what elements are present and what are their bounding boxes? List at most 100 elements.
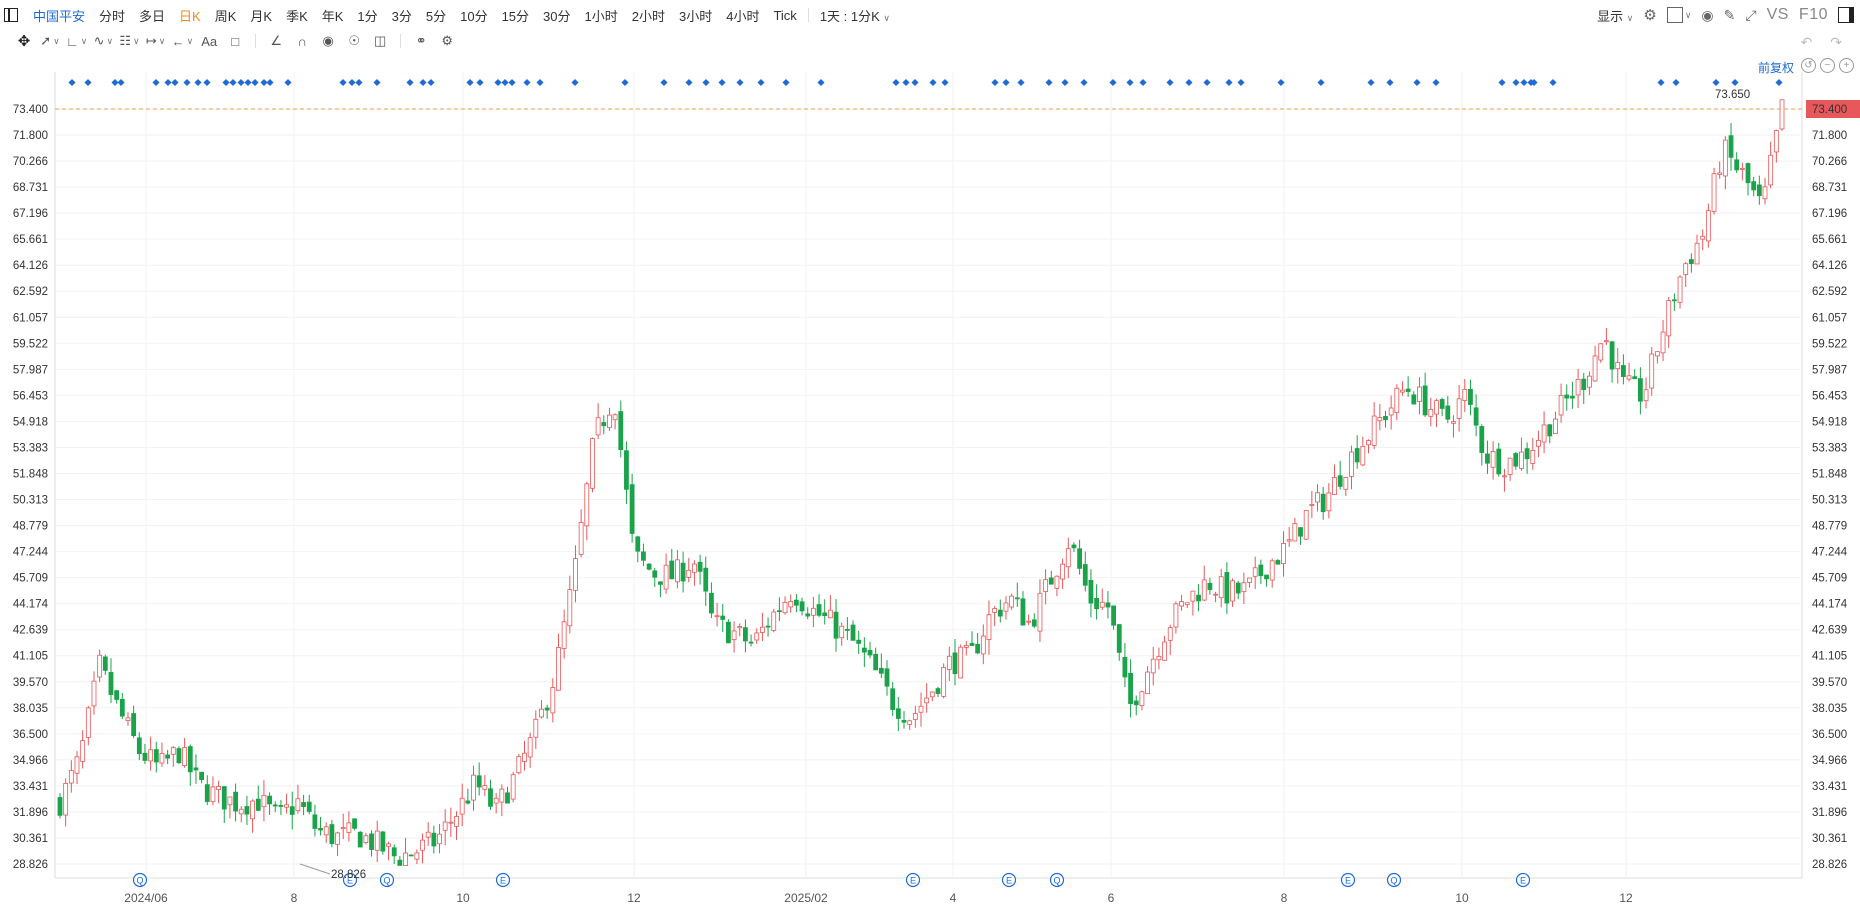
tab-timeframe[interactable]: 5分 xyxy=(425,8,447,24)
signal-diamond xyxy=(1225,78,1233,87)
tab-timeframe[interactable]: 2小时 xyxy=(631,8,665,24)
signal-diamond xyxy=(183,78,191,87)
candle-body xyxy=(431,832,437,847)
fullscreen-icon[interactable]: ⤢ xyxy=(1745,6,1757,23)
low-price-label: 28.826 xyxy=(331,869,366,881)
candle-body xyxy=(1275,560,1281,565)
candle-body xyxy=(782,602,788,614)
candle-body xyxy=(216,786,222,791)
event-marker-label: Q xyxy=(136,876,143,886)
candle-body xyxy=(114,690,120,700)
tab-timeframe[interactable]: 1小时 xyxy=(584,8,618,24)
candle-body xyxy=(992,608,998,613)
gear-icon[interactable]: ⚙ xyxy=(1643,7,1657,24)
eye-icon[interactable]: ◉ xyxy=(322,33,334,48)
candle-body xyxy=(1383,415,1388,421)
symbol-selector[interactable]: 中国平安 xyxy=(33,8,86,24)
reset-zoom-icon[interactable]: ↺ xyxy=(1801,58,1816,73)
magnet-icon[interactable]: ∩ xyxy=(297,33,307,49)
candle-body xyxy=(165,754,171,759)
tab-timeframe[interactable]: 30分 xyxy=(543,8,571,24)
signal-diamond xyxy=(1712,78,1720,87)
layout-square-icon[interactable] xyxy=(1666,7,1683,23)
channel-tool-icon[interactable]: ∟ ∨ xyxy=(66,33,88,49)
link-icon[interactable]: ⚭ xyxy=(415,33,427,48)
candle-body xyxy=(499,788,505,803)
signal-diamond xyxy=(508,78,516,87)
tab-timeframe[interactable]: 季K xyxy=(286,8,308,24)
candle-body xyxy=(403,852,408,867)
candle-body xyxy=(1643,389,1649,402)
zoom-out-icon[interactable]: − xyxy=(1820,58,1835,73)
tab-timeframe[interactable]: 多日 xyxy=(139,8,166,24)
settings-icon[interactable]: ⚙ xyxy=(441,33,453,48)
tab-timeframe[interactable]: 1分 xyxy=(357,8,378,24)
candle-body xyxy=(289,806,295,815)
candle-body xyxy=(895,708,901,719)
pattern-tool-icon[interactable]: ∿ ∨ xyxy=(93,33,114,48)
signal-diamond xyxy=(1386,78,1394,87)
f10-button[interactable]: F10 xyxy=(1798,6,1828,23)
undo-icon[interactable]: ↶ xyxy=(1800,34,1813,50)
tab-timeframe-active[interactable]: 日K xyxy=(179,8,201,24)
signal-markers xyxy=(68,78,1783,87)
display-menu[interactable]: 显示 ∨ xyxy=(1597,6,1633,25)
candle-body xyxy=(1762,186,1768,200)
panel-toggle-icon[interactable] xyxy=(1838,7,1854,23)
sidebar-toggle-icon[interactable] xyxy=(4,8,18,22)
candle-body xyxy=(1349,451,1354,477)
event-marker-label: E xyxy=(500,876,506,886)
candle-body xyxy=(1519,451,1524,469)
tab-timeframe[interactable]: 3分 xyxy=(391,8,412,24)
candle-body xyxy=(1705,210,1711,242)
price-tick-label-left: 39.570 xyxy=(13,677,48,689)
camera-icon[interactable]: ◉ xyxy=(1701,6,1714,23)
signal-diamond xyxy=(1080,78,1088,87)
adjust-selector[interactable]: 前复权 xyxy=(1757,61,1794,75)
tab-timeframe[interactable]: 年K xyxy=(321,8,344,24)
period-selector[interactable]: 1天 : 1分K ∨ xyxy=(813,6,897,25)
tab-timeframe[interactable]: 月K xyxy=(250,8,273,24)
candle-body xyxy=(1116,624,1122,653)
arrow-tool-icon[interactable]: ← ∨ xyxy=(171,33,194,49)
chevron-down-icon[interactable]: ∨ xyxy=(1684,9,1692,20)
vs-compare-button[interactable]: VS xyxy=(1766,6,1789,23)
tab-timeframe[interactable]: 4小时 xyxy=(726,8,760,24)
measure-tool-icon[interactable]: ↦ ∨ xyxy=(145,33,166,48)
lock-icon[interactable]: ☉ xyxy=(348,33,360,48)
date-label: 10 xyxy=(1455,891,1469,905)
event-marker-label: E xyxy=(910,876,916,886)
chart-grid xyxy=(54,72,1803,879)
undo-redo: ↶ ↷ xyxy=(1801,34,1842,51)
fibonacci-tool-icon[interactable]: ☷ ∨ xyxy=(119,33,140,48)
candle-body xyxy=(1694,242,1700,265)
trendline-tool-icon[interactable]: ➚ ∨ xyxy=(40,33,60,48)
tab-timeframe[interactable]: 3小时 xyxy=(678,8,713,24)
candle-body xyxy=(1496,448,1502,475)
text-tool-icon[interactable]: Aa xyxy=(201,33,218,49)
tab-timeframe[interactable]: Tick xyxy=(773,7,797,23)
candle-body xyxy=(595,417,601,436)
tab-timeframe[interactable]: 周K xyxy=(214,8,237,24)
candle-body xyxy=(861,647,867,653)
trash-icon[interactable]: ◫ xyxy=(374,33,387,48)
signal-diamond xyxy=(355,78,363,87)
tab-timeframe[interactable]: 15分 xyxy=(501,8,530,24)
chevron-down-icon: ∨ xyxy=(186,35,194,46)
tab-timeframe[interactable]: 10分 xyxy=(460,8,488,24)
comment-tool-icon[interactable]: □ xyxy=(231,33,240,49)
candle-body xyxy=(793,599,799,606)
candle-body xyxy=(1196,594,1201,602)
signal-diamond xyxy=(164,78,172,87)
redo-icon[interactable]: ↷ xyxy=(1830,34,1842,50)
pencil-icon[interactable]: ✎ xyxy=(1723,6,1736,23)
zoom-in-icon[interactable]: + xyxy=(1839,58,1854,73)
move-cursor-icon[interactable]: ✥ xyxy=(17,33,31,50)
candle-body xyxy=(1009,595,1015,608)
angle-tool-icon[interactable]: ∠ xyxy=(270,33,282,48)
candle-body xyxy=(1654,351,1660,357)
tab-timeframe[interactable]: 分时 xyxy=(99,8,126,24)
candle-body xyxy=(1281,543,1286,564)
signal-diamond xyxy=(911,78,919,87)
